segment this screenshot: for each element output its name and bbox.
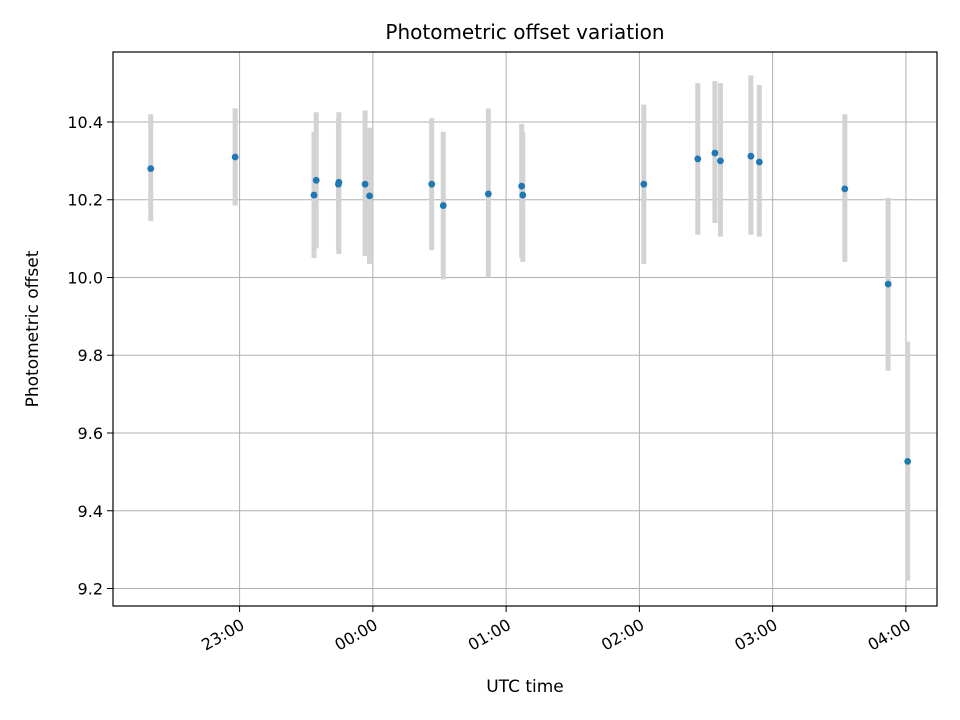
y-tick-label: 9.2 <box>78 580 103 599</box>
data-point <box>312 176 320 184</box>
data-point <box>335 178 343 186</box>
y-tick-label: 9.4 <box>78 502 103 521</box>
data-point <box>640 180 648 188</box>
data-point <box>484 190 492 198</box>
data-point <box>904 457 912 465</box>
x-axis-label: UTC time <box>486 677 564 697</box>
y-tick-label: 10.0 <box>67 268 103 287</box>
data-point <box>147 165 155 173</box>
data-point <box>231 153 239 161</box>
data-point <box>366 192 373 200</box>
x-axis-ticks: 23:00 00:00 01:00 02:00 03:00 04:00 <box>198 606 914 655</box>
data-point <box>717 157 724 165</box>
data-point <box>884 280 892 288</box>
x-tick-label: 01:00 <box>465 615 514 655</box>
x-tick-label: 23:00 <box>198 615 247 655</box>
data-point <box>361 180 369 188</box>
y-tick-label: 9.6 <box>78 424 103 443</box>
data-point <box>428 180 436 188</box>
error-bars <box>148 75 911 581</box>
x-tick-label: 00:00 <box>331 615 380 655</box>
x-tick-label: 04:00 <box>864 615 913 655</box>
data-point <box>694 155 702 163</box>
y-tick-label: 10.4 <box>67 113 103 132</box>
plot-frame <box>112 51 938 607</box>
data-point <box>519 191 527 199</box>
y-axis-label: Photometric offset <box>23 250 43 407</box>
chart-title: Photometric offset variation <box>385 20 664 44</box>
y-axis-ticks: 9.2 9.4 9.6 9.8 10.0 10.2 10.4 <box>67 113 113 599</box>
y-tick-label: 10.2 <box>67 191 103 210</box>
data-point <box>711 149 719 157</box>
data-point <box>310 191 318 199</box>
data-point <box>439 202 447 209</box>
data-points <box>147 149 912 465</box>
data-point <box>518 182 526 190</box>
data-point <box>755 158 763 166</box>
x-tick-label: 02:00 <box>598 615 647 655</box>
y-tick-label: 9.8 <box>78 346 103 365</box>
data-point <box>841 185 849 193</box>
data-point <box>747 152 755 160</box>
x-tick-label: 03:00 <box>731 615 780 655</box>
grid <box>113 52 937 606</box>
